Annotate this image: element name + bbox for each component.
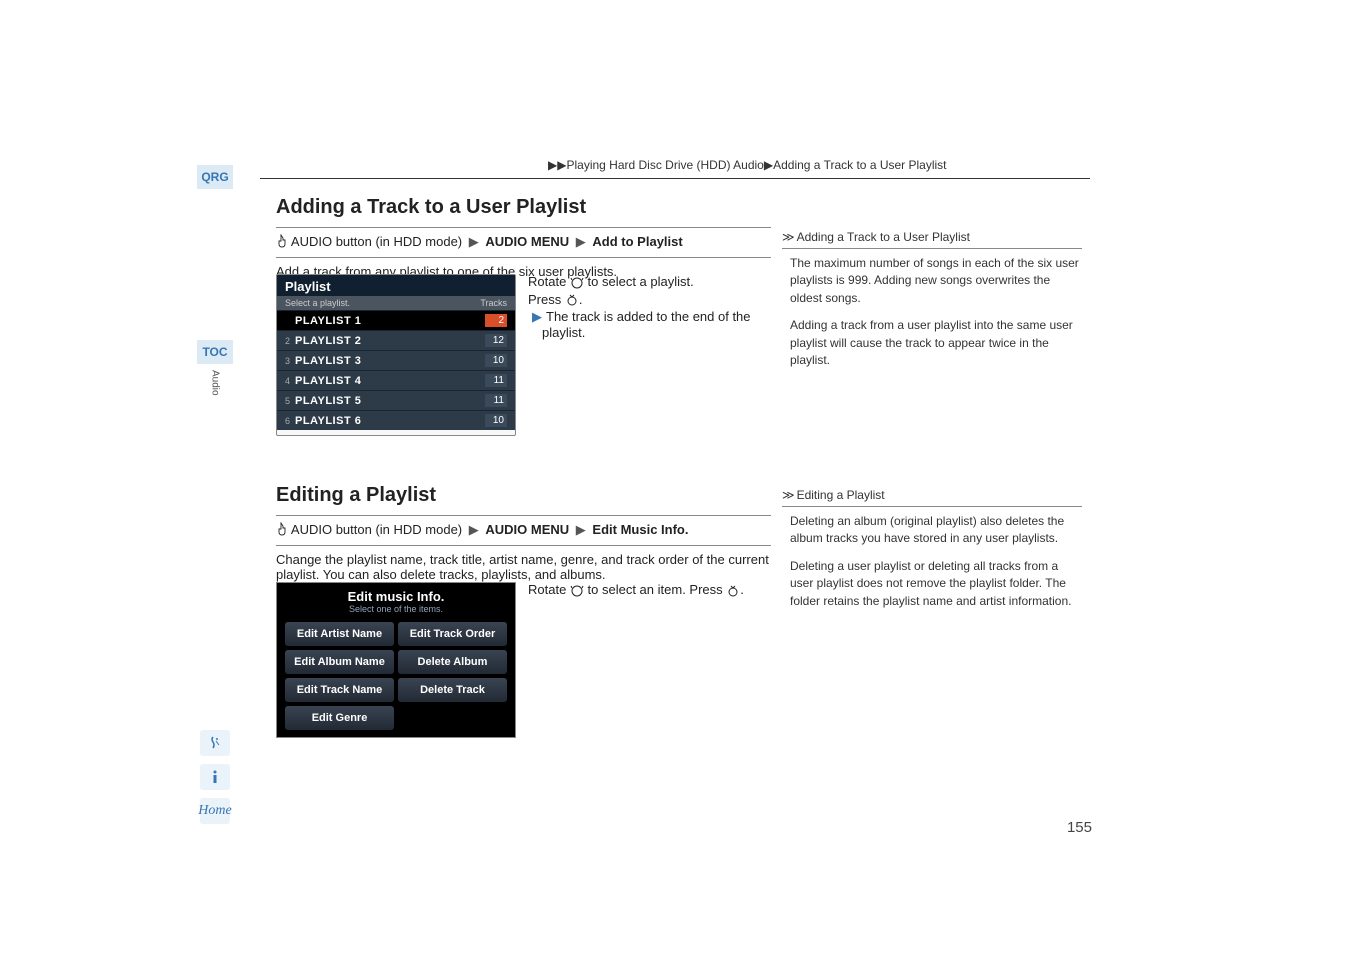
rotate-dial-icon — [570, 276, 584, 290]
instr2-end: . — [740, 582, 744, 597]
playlist-row: 2PLAYLIST 212 — [277, 330, 515, 350]
path2-end: Edit Music Info. — [592, 522, 688, 537]
path2-mid: AUDIO MENU — [485, 522, 569, 537]
result-text: The track is added to the end of the pla… — [542, 309, 751, 340]
rotate-text: Rotate — [528, 274, 570, 289]
edit-option: Edit Track Name — [285, 678, 394, 702]
sidebar2-p2: Deleting a user playlist or deleting all… — [790, 558, 1082, 610]
path-prefix: AUDIO button (in HDD mode) — [291, 234, 462, 249]
section2-intro: Change the playlist name, track title, a… — [276, 552, 776, 582]
sidebar1: ≫ Adding a Track to a User Playlist The … — [782, 230, 1082, 379]
edit-option: Edit Track Order — [398, 622, 507, 646]
sidebar-chevron-icon: ≫ — [782, 488, 793, 502]
press-text: Press — [528, 292, 565, 307]
section2-menu-path: AUDIO button (in HDD mode) ▶ AUDIO MENU … — [276, 522, 776, 539]
breadcrumb-arrow2-icon: ▶ — [764, 158, 773, 172]
playlist-row: PLAYLIST 12 — [277, 310, 515, 330]
breadcrumb-arrow-icon: ▶▶ — [548, 158, 566, 172]
section2-title: Editing a Playlist — [276, 484, 776, 507]
edit-option: Delete Album — [398, 650, 507, 674]
sidebar1-p2: Adding a track from a user playlist into… — [790, 317, 1082, 369]
playlist-screenshot: Playlist Select a playlist. Tracks PLAYL… — [276, 274, 516, 436]
sidebar1-title: Adding a Track to a User Playlist — [797, 230, 970, 244]
breadcrumb: ▶▶Playing Hard Disc Drive (HDD) Audio▶Ad… — [548, 158, 947, 172]
triangle-icon: ▶ — [576, 522, 586, 537]
section2-instructions: Rotate to select an item. Press . — [528, 582, 778, 598]
playlist-row: 4PLAYLIST 411 — [277, 370, 515, 390]
edit-option: Delete Track — [398, 678, 507, 702]
breadcrumb-part1: Playing Hard Disc Drive (HDD) Audio — [566, 158, 763, 172]
section1-menu-path: AUDIO button (in HDD mode) ▶ AUDIO MENU … — [276, 234, 776, 251]
qrg-button[interactable]: QRG — [197, 165, 233, 189]
rotate2-text: Rotate — [528, 582, 570, 597]
edit-option: Edit Album Name — [285, 650, 394, 674]
section2-divider — [276, 515, 771, 516]
pointer-icon — [276, 522, 288, 539]
edit-music-info-screenshot: Edit music Info. Select one of the items… — [276, 582, 516, 738]
section1-instructions: Rotate to select a playlist. Press . ▶Th… — [528, 274, 778, 342]
triangle-blue-icon: ▶ — [532, 309, 542, 324]
section2-divider2 — [276, 545, 771, 546]
path-mid: AUDIO MENU — [485, 234, 569, 249]
path-end: Add to Playlist — [592, 234, 682, 249]
pointer-icon — [276, 234, 288, 251]
editbox-sub: Select one of the items. — [277, 604, 515, 618]
triangle-icon: ▶ — [576, 234, 586, 249]
sidebar2: ≫ Editing a Playlist Deleting an album (… — [782, 488, 1082, 620]
edit-option: Edit Artist Name — [285, 622, 394, 646]
playlist-row: 6PLAYLIST 610 — [277, 410, 515, 430]
edit-option: Edit Genre — [285, 706, 394, 730]
playlist-row: 5PLAYLIST 511 — [277, 390, 515, 410]
page-number: 155 — [1067, 819, 1092, 836]
section1-divider2 — [276, 257, 771, 258]
toc-button[interactable]: TOC — [197, 340, 233, 364]
triangle-icon: ▶ — [469, 522, 479, 537]
sidebar1-p1: The maximum number of songs in each of t… — [790, 255, 1082, 307]
press-suffix: . — [579, 292, 583, 307]
path2-prefix: AUDIO button (in HDD mode) — [291, 522, 462, 537]
audio-tab[interactable]: Audio — [210, 370, 221, 396]
sidebar2-divider — [782, 506, 1082, 507]
section1-divider — [276, 227, 771, 228]
sidebar2-p1: Deleting an album (original playlist) al… — [790, 513, 1082, 548]
section1-title: Adding a Track to a User Playlist — [276, 196, 776, 219]
press-dial-icon — [565, 293, 579, 307]
sidebar2-title: Editing a Playlist — [797, 488, 885, 502]
rotate2-suffix: to select an item. Press — [584, 582, 726, 597]
playlist-sub-left: Select a playlist. — [285, 298, 350, 308]
press-dial-icon — [726, 584, 740, 598]
rotate-dial-icon — [570, 584, 584, 598]
playlist-header: Playlist — [277, 275, 515, 296]
voice-icon[interactable] — [200, 730, 230, 756]
editbox-title: Edit music Info. — [277, 583, 515, 604]
playlist-row: 3PLAYLIST 310 — [277, 350, 515, 370]
sidebar-chevron-icon: ≫ — [782, 230, 793, 244]
info-icon[interactable] — [200, 764, 230, 790]
top-divider — [260, 178, 1090, 179]
breadcrumb-part2: Adding a Track to a User Playlist — [773, 158, 946, 172]
rotate-suffix: to select a playlist. — [584, 274, 694, 289]
playlist-sub-right: Tracks — [480, 298, 507, 308]
triangle-icon: ▶ — [469, 234, 479, 249]
sidebar1-divider — [782, 248, 1082, 249]
home-button[interactable]: Home — [200, 798, 230, 824]
